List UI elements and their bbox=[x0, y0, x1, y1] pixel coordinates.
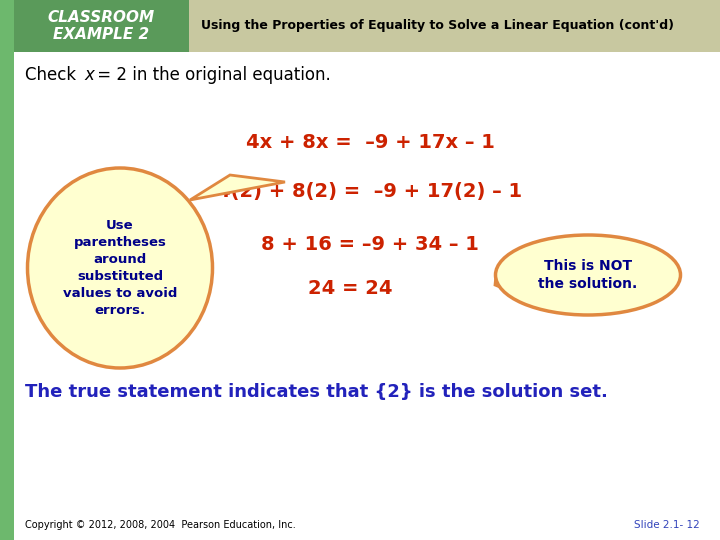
Polygon shape bbox=[190, 175, 285, 200]
FancyBboxPatch shape bbox=[14, 0, 720, 52]
Text: The true statement indicates that {2} is the solution set.: The true statement indicates that {2} is… bbox=[25, 383, 608, 401]
Text: Copyright © 2012, 2008, 2004  Pearson Education, Inc.: Copyright © 2012, 2008, 2004 Pearson Edu… bbox=[25, 520, 296, 530]
Text: x: x bbox=[84, 66, 94, 84]
Text: Use
parentheses
around
substituted
values to avoid
errors.: Use parentheses around substituted value… bbox=[63, 219, 177, 317]
Text: 8 + 16 = –9 + 34 – 1: 8 + 16 = –9 + 34 – 1 bbox=[261, 235, 479, 254]
Ellipse shape bbox=[27, 168, 212, 368]
Text: 24 = 24: 24 = 24 bbox=[307, 279, 392, 298]
Text: = 2 in the original equation.: = 2 in the original equation. bbox=[92, 66, 330, 84]
Text: Slide 2.1- 12: Slide 2.1- 12 bbox=[634, 520, 700, 530]
Ellipse shape bbox=[495, 235, 680, 315]
FancyBboxPatch shape bbox=[14, 0, 189, 52]
Text: 4(2) + 8(2) =  –9 + 17(2) – 1: 4(2) + 8(2) = –9 + 17(2) – 1 bbox=[217, 183, 523, 201]
FancyBboxPatch shape bbox=[0, 0, 14, 540]
Text: Using the Properties of Equality to Solve a Linear Equation (cont'd): Using the Properties of Equality to Solv… bbox=[201, 19, 674, 32]
Polygon shape bbox=[495, 275, 510, 291]
Text: 4x + 8x =  –9 + 17x – 1: 4x + 8x = –9 + 17x – 1 bbox=[246, 132, 495, 152]
Text: CLASSROOM
EXAMPLE 2: CLASSROOM EXAMPLE 2 bbox=[48, 10, 155, 42]
Text: Check: Check bbox=[25, 66, 81, 84]
Text: This is NOT
the solution.: This is NOT the solution. bbox=[539, 259, 638, 291]
